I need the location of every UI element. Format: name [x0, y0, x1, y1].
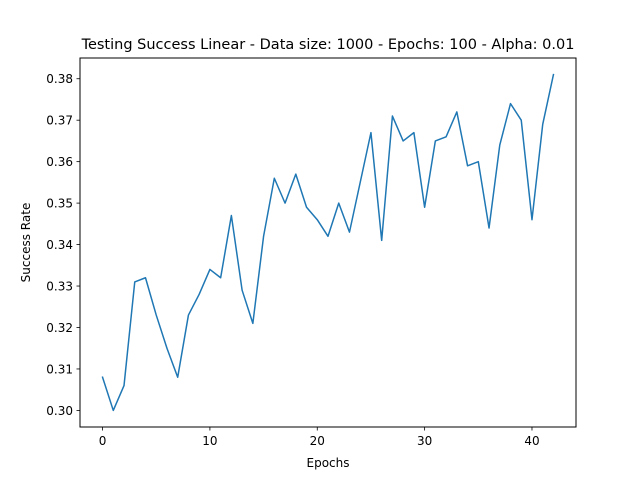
y-tick-label: 0.35: [46, 197, 73, 211]
chart-title: Testing Success Linear - Data size: 1000…: [81, 37, 575, 53]
x-tick-label: 20: [310, 434, 325, 448]
y-tick-label: 0.33: [46, 280, 73, 294]
x-tick-label: 30: [417, 434, 432, 448]
y-axis-label: Success Rate: [19, 203, 33, 283]
x-tick-label: 40: [524, 434, 539, 448]
x-tick-label: 0: [99, 434, 107, 448]
x-axis-label: Epochs: [307, 456, 350, 470]
y-tick-label: 0.38: [46, 72, 73, 86]
x-tick-label: 10: [202, 434, 217, 448]
y-tick-label: 0.31: [46, 362, 73, 376]
ticks-layer: 0 10 20 30 40 0.30 0.31 0.32 0.33 0.34 0.35 0.36 0.3…: [46, 72, 539, 448]
y-tick-label: 0.34: [46, 238, 73, 252]
series-layer: [101, 73, 555, 412]
y-tick-label: 0.36: [46, 155, 73, 169]
y-tick-label: 0.30: [46, 404, 73, 418]
series-line: [101, 73, 555, 412]
plot-frame: [79, 57, 577, 428]
y-tick-label: 0.32: [46, 321, 73, 335]
y-tick-label: 0.37: [46, 114, 73, 128]
